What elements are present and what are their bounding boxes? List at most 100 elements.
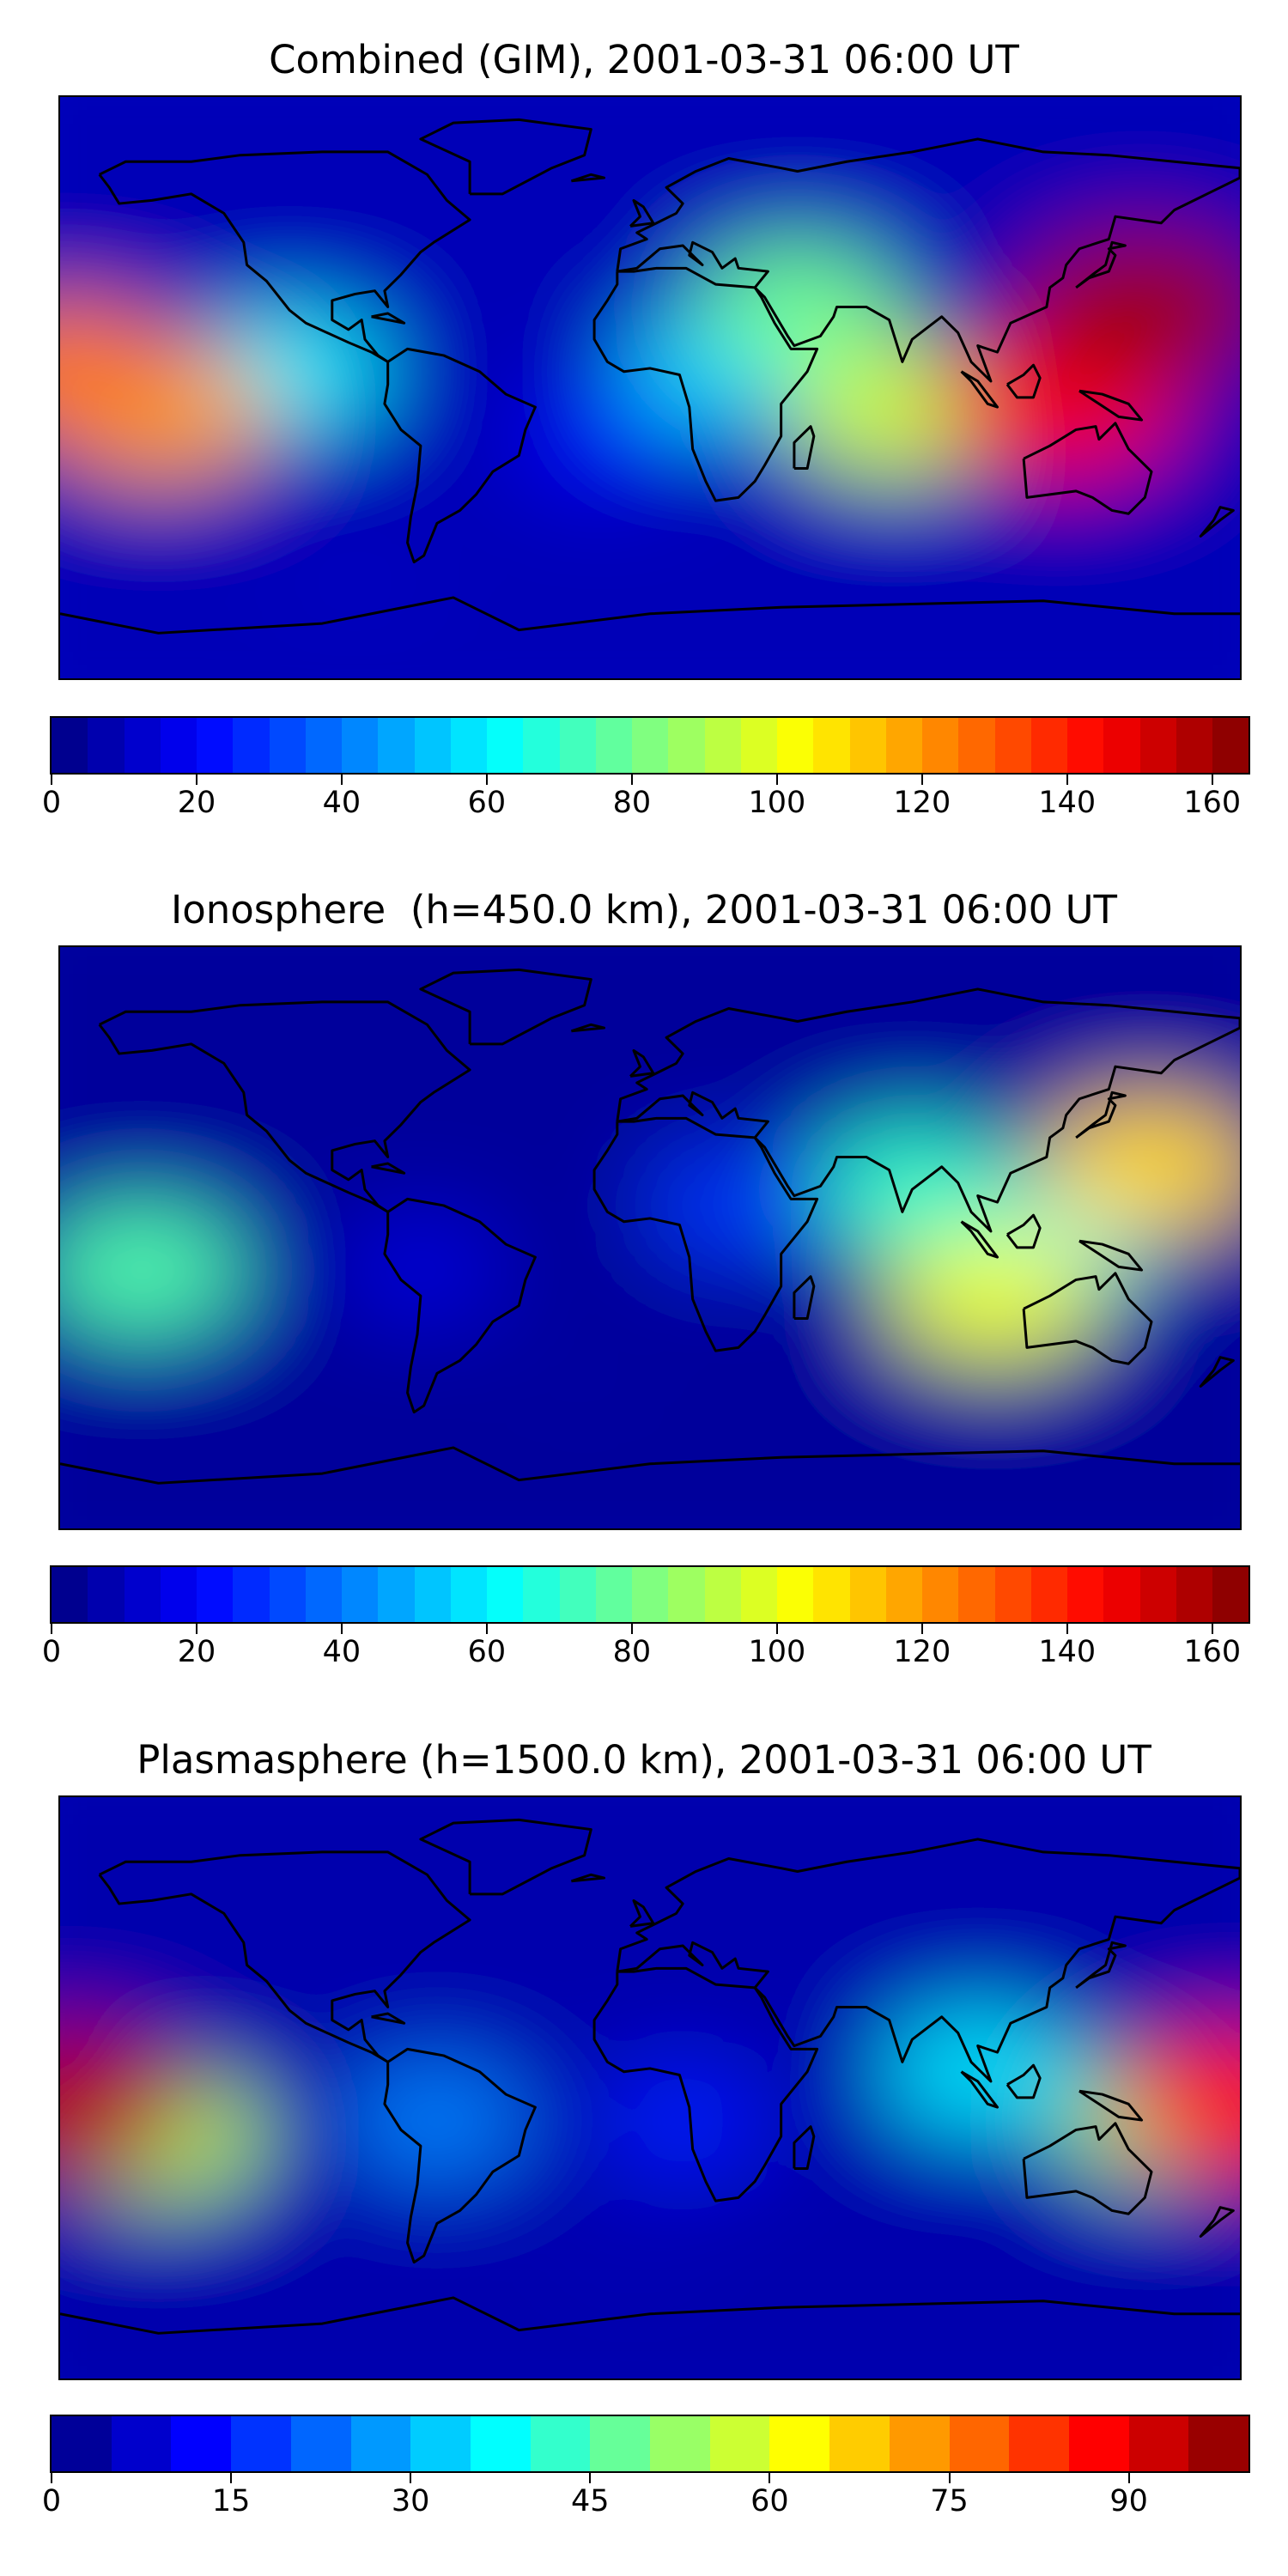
colorbar-segment <box>668 1567 705 1622</box>
colorbar-tick <box>485 1624 488 1634</box>
colorbar-tick <box>1066 775 1068 785</box>
colorbar-segment <box>949 2416 1010 2471</box>
colorbar-tick-label: 80 <box>612 786 652 820</box>
panel3-title: Plasmasphere (h=1500.0 km), 2001-03-31 0… <box>137 1737 1151 1783</box>
colorbar-tick-label: 80 <box>612 1635 652 1669</box>
colorbar-segment <box>777 718 814 773</box>
heat-blob <box>60 301 183 441</box>
colorbar-tick-label: 120 <box>893 786 951 820</box>
colorbar-segment <box>813 718 850 773</box>
colorbar-tick-label: 0 <box>41 1635 62 1669</box>
coastline <box>793 2125 816 2171</box>
colorbar-segment <box>1139 1567 1176 1622</box>
heat-blob <box>347 2065 527 2175</box>
colorbar-segment <box>290 2416 351 2471</box>
colorbar-segment <box>342 1567 379 1622</box>
coastline <box>371 2012 406 2025</box>
colorbar-segment <box>958 718 995 773</box>
heat-blob <box>506 1319 664 1415</box>
colorbar-tick <box>1127 2473 1130 2483</box>
colorbar-segment <box>160 1567 197 1622</box>
coastline <box>629 1048 655 1078</box>
colorbar-segment <box>994 1567 1031 1622</box>
coastline <box>793 425 816 471</box>
colorbar-tick-label: 75 <box>930 2484 969 2518</box>
colorbar-segment <box>111 2416 172 2471</box>
colorbar-segment <box>1103 718 1140 773</box>
panel2-title: Ionosphere (h=450.0 km), 2001-03-31 06:0… <box>170 887 1118 933</box>
colorbar-tick-label: 0 <box>41 786 62 820</box>
colorbar-tick <box>1211 1624 1213 1634</box>
coastline <box>98 1850 471 2063</box>
colorbar-segment <box>740 718 777 773</box>
panel2-map <box>58 945 1242 1530</box>
colorbar-tick <box>1211 775 1213 785</box>
coastline <box>1022 2122 1153 2215</box>
colorbar-tick-label: 100 <box>748 786 806 820</box>
colorbar-segment <box>523 1567 560 1622</box>
colorbar-segment <box>231 2416 291 2471</box>
panel1-heatmap <box>60 97 1240 678</box>
colorbar-segment <box>889 2416 950 2471</box>
colorbar-segment <box>160 718 197 773</box>
colorbar-tick <box>230 2473 233 2483</box>
colorbar-segment <box>414 718 451 773</box>
colorbar-tick <box>340 775 343 785</box>
colorbar-segment <box>958 1567 995 1622</box>
colorbar-segment <box>740 1567 777 1622</box>
colorbar-segment <box>450 1567 487 1622</box>
colorbar-segment <box>305 1567 342 1622</box>
heat-blob <box>1036 1099 1240 1234</box>
colorbar-segment <box>233 1567 270 1622</box>
colorbar-tick-label: 60 <box>467 1635 507 1669</box>
colorbar-tick <box>589 2473 592 2483</box>
colorbar-segment <box>1139 718 1176 773</box>
colorbar-tick <box>340 1624 343 1634</box>
colorbar-tick-label: 140 <box>1038 786 1097 820</box>
colorbar-segment <box>1176 718 1212 773</box>
colorbar-segment <box>470 2416 531 2471</box>
coastline <box>1005 363 1042 399</box>
colorbar-segment <box>595 718 632 773</box>
heat-blob <box>645 1152 819 1258</box>
colorbar-segment <box>523 718 560 773</box>
panel1-title: Combined (GIM), 2001-03-31 06:00 UT <box>269 37 1019 82</box>
colorbar-segment <box>487 1567 524 1622</box>
coastline <box>570 173 606 183</box>
colorbar-tick <box>630 1624 633 1634</box>
colorbar-tick <box>195 775 197 785</box>
colorbar-tick-label: 45 <box>571 2484 610 2518</box>
heat-blob <box>275 532 435 630</box>
coastline <box>60 2296 1240 2335</box>
colorbar-tick-label: 100 <box>748 1635 806 1669</box>
colorbar-tick-label: 30 <box>391 2484 430 2518</box>
panel2-heatmap <box>60 947 1240 1528</box>
colorbar-tick <box>51 775 52 785</box>
colorbar-segment <box>704 718 741 773</box>
coastline <box>570 1873 606 1883</box>
colorbar-segment <box>813 1567 850 1622</box>
colorbar-segment <box>704 1567 741 1622</box>
colorbar-segment <box>595 1567 632 1622</box>
colorbar-tick <box>920 1624 923 1634</box>
colorbar-segment <box>632 718 669 773</box>
colorbar-segment <box>197 1567 234 1622</box>
colorbar-segment <box>1067 1567 1104 1622</box>
coastline <box>616 987 1240 1233</box>
colorbar-segment <box>88 718 125 773</box>
colorbar-segment <box>559 1567 596 1622</box>
coastline <box>960 2070 999 2109</box>
colorbar-segment <box>378 1567 415 1622</box>
coastline <box>1199 1356 1235 1388</box>
heat-blob <box>338 1220 503 1320</box>
colorbar-segment <box>885 1567 922 1622</box>
colorbar-segment <box>1068 2416 1129 2471</box>
coastline <box>1078 389 1144 422</box>
colorbar-segment <box>1009 2416 1069 2471</box>
colorbar-tick-label: 60 <box>750 2484 789 2518</box>
coastline <box>371 1162 406 1175</box>
colorbar-segment <box>885 718 922 773</box>
colorbar-segment <box>559 718 596 773</box>
colorbar-segment <box>342 718 379 773</box>
colorbar-segment <box>632 1567 669 1622</box>
